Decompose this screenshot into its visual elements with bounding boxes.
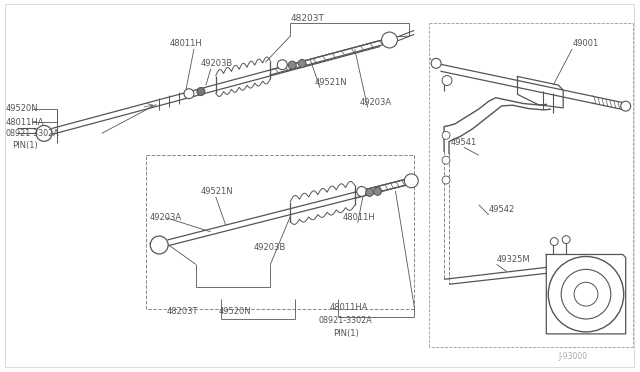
Circle shape [374, 187, 381, 195]
Circle shape [36, 125, 52, 141]
Text: PIN(1): PIN(1) [12, 141, 38, 150]
Text: 48011H: 48011H [343, 213, 376, 222]
Text: 49203B: 49203B [201, 60, 233, 68]
Circle shape [197, 87, 205, 96]
Text: 48011H: 48011H [169, 39, 202, 48]
Circle shape [150, 236, 168, 254]
Circle shape [548, 256, 624, 332]
Text: 49203A: 49203A [360, 98, 392, 107]
Circle shape [431, 58, 441, 68]
Circle shape [184, 89, 194, 99]
Text: 49325M: 49325M [497, 255, 531, 264]
Text: PIN(1): PIN(1) [333, 329, 358, 339]
Circle shape [288, 61, 296, 69]
Text: 48011HA: 48011HA [5, 118, 44, 127]
Circle shape [356, 186, 367, 196]
Circle shape [621, 101, 630, 111]
Circle shape [442, 76, 452, 86]
Text: 49521N: 49521N [201, 187, 234, 196]
Text: 48203T: 48203T [290, 14, 324, 23]
Circle shape [550, 238, 558, 246]
Circle shape [365, 189, 374, 196]
Text: 48203T: 48203T [166, 307, 198, 315]
Circle shape [562, 235, 570, 244]
Text: 08921-3302A: 08921-3302A [5, 129, 59, 138]
Circle shape [442, 156, 450, 164]
Text: 49520N: 49520N [5, 104, 38, 113]
Circle shape [298, 60, 306, 67]
Text: J-93000: J-93000 [558, 352, 588, 361]
Circle shape [574, 282, 598, 306]
Text: 08921-3302A: 08921-3302A [318, 317, 372, 326]
Text: 49203B: 49203B [253, 243, 285, 252]
Circle shape [404, 174, 419, 188]
Text: 49542: 49542 [489, 205, 515, 214]
Circle shape [277, 60, 287, 70]
Text: 48011HA: 48011HA [330, 302, 369, 312]
Text: 49520N: 49520N [219, 307, 252, 315]
Text: 49001: 49001 [573, 39, 599, 48]
Circle shape [381, 32, 397, 48]
Text: 49521N: 49521N [315, 78, 348, 87]
Text: 49541: 49541 [451, 138, 477, 147]
Circle shape [561, 269, 611, 319]
Text: 49203A: 49203A [149, 213, 181, 222]
Circle shape [442, 176, 450, 184]
Circle shape [442, 131, 450, 140]
